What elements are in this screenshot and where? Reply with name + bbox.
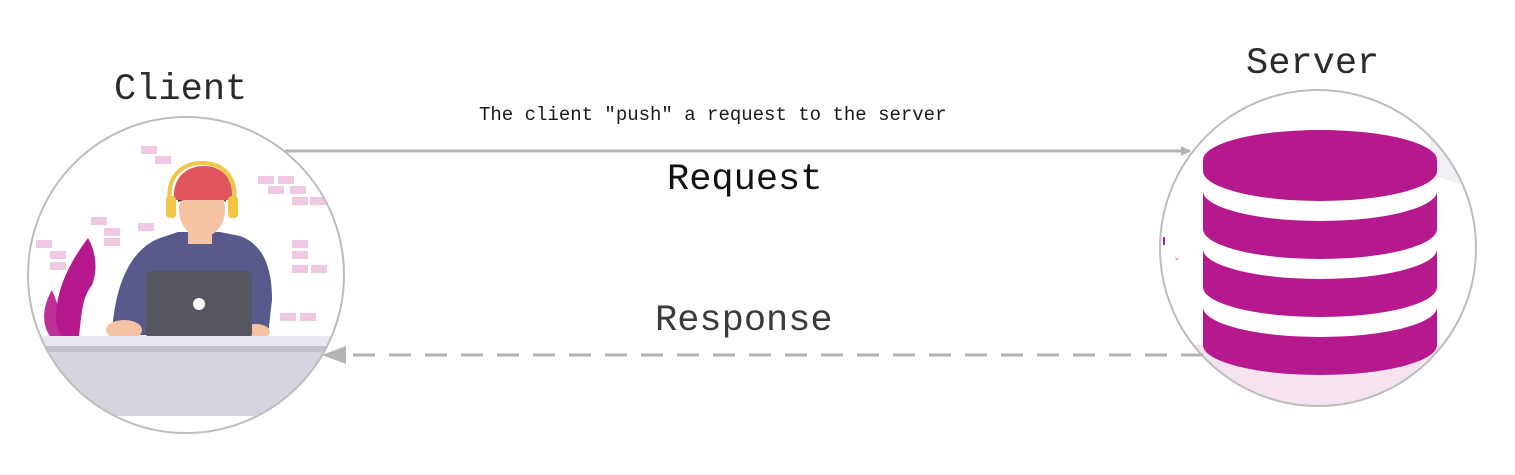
plant-leaf	[44, 290, 70, 342]
server-node	[1159, 89, 1477, 407]
database-layer	[1203, 191, 1437, 259]
desk-edge	[40, 346, 330, 352]
plant-leaf	[55, 238, 96, 342]
request-caption: The client "push" a request to the serve…	[479, 104, 947, 126]
server-title: Server	[1246, 43, 1380, 85]
headphones-earcup	[228, 196, 238, 218]
laptop-logo	[193, 298, 205, 310]
database-layer	[1203, 307, 1437, 375]
person-hand	[106, 320, 142, 340]
desk-body	[40, 346, 330, 416]
client-title: Client	[114, 69, 248, 111]
headphones-band	[167, 160, 237, 205]
decoration-mark	[1163, 237, 1165, 245]
headphones-earcup	[166, 196, 176, 218]
database-top	[1203, 130, 1437, 190]
client-circle-border	[27, 116, 345, 434]
person-cap	[173, 166, 233, 200]
small-plant-icon	[1174, 256, 1180, 260]
brick-wall-decoration	[36, 146, 327, 321]
server-circle-border	[1159, 89, 1477, 407]
response-arrowhead	[322, 346, 346, 364]
request-label: Request	[667, 159, 823, 201]
desk-top	[28, 336, 340, 346]
person-with-laptop-icon	[28, 146, 340, 416]
database-layer	[1203, 249, 1437, 317]
response-label: Response	[655, 300, 833, 342]
client-node	[27, 116, 345, 434]
